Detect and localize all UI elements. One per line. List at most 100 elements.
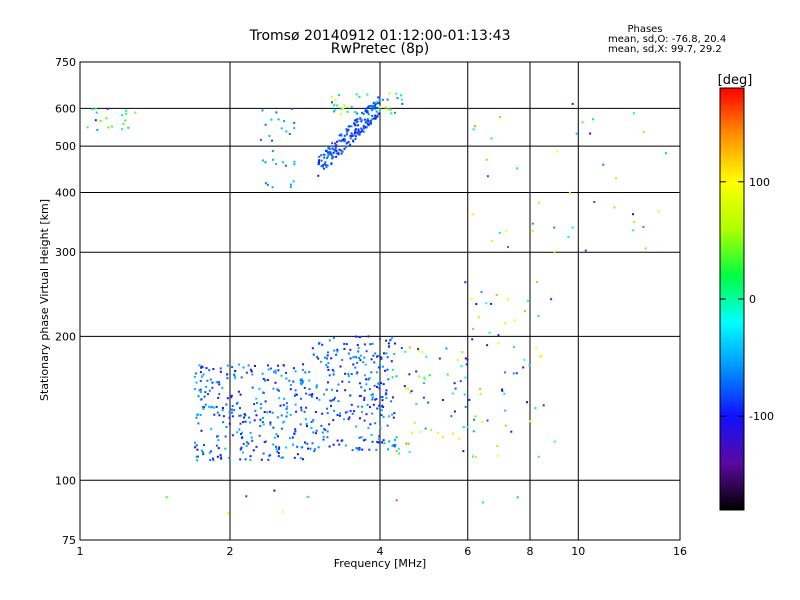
data-point (380, 414, 383, 417)
data-point (306, 425, 308, 428)
data-point (202, 407, 205, 410)
data-point (632, 213, 634, 216)
data-point (320, 154, 323, 157)
data-point (403, 385, 406, 388)
data-point (327, 362, 330, 365)
data-point (512, 346, 515, 349)
data-point (378, 438, 380, 440)
data-point (504, 371, 507, 374)
data-point (268, 135, 271, 137)
data-point (245, 445, 248, 447)
data-point (368, 105, 371, 108)
data-point (334, 99, 337, 102)
data-point (272, 158, 274, 161)
data-point (490, 137, 493, 140)
data-point (281, 510, 284, 513)
data-point (336, 350, 339, 353)
data-point (395, 499, 398, 502)
data-point (321, 164, 324, 167)
data-point (362, 127, 365, 130)
data-point (374, 117, 377, 120)
data-point (295, 393, 298, 396)
data-point (310, 395, 313, 398)
data-point (95, 111, 98, 114)
data-point (341, 358, 344, 361)
data-point (277, 369, 280, 372)
data-point (394, 443, 397, 446)
data-point (320, 159, 323, 162)
data-point (308, 393, 311, 396)
data-point (313, 450, 316, 453)
data-point (274, 369, 277, 372)
data-point (318, 155, 321, 158)
data-point (363, 399, 366, 401)
phases-line-x: mean, sd,X: 99.7, 29.2 (608, 44, 722, 55)
data-point (613, 206, 616, 209)
data-point (329, 151, 332, 154)
data-point (537, 455, 540, 458)
data-point (392, 416, 395, 419)
data-point (262, 391, 265, 394)
data-point (348, 380, 351, 383)
data-point (194, 441, 197, 444)
data-point (376, 407, 379, 410)
data-point (194, 446, 196, 449)
data-point (286, 405, 289, 408)
data-point (254, 365, 256, 367)
data-point (386, 368, 389, 371)
data-point (249, 455, 252, 458)
data-point (261, 372, 264, 375)
data-point (361, 111, 364, 114)
data-point (264, 440, 267, 443)
data-point (233, 373, 236, 376)
data-point (325, 149, 328, 152)
data-point (340, 107, 343, 110)
data-point (360, 127, 362, 130)
data-point (526, 401, 528, 404)
data-point (423, 378, 426, 381)
data-point (386, 108, 389, 111)
data-point (464, 357, 467, 360)
data-point (338, 94, 341, 97)
data-point (320, 360, 322, 363)
data-point (125, 112, 128, 115)
data-point (315, 386, 318, 389)
data-point (299, 379, 302, 382)
data-point (282, 161, 285, 164)
data-point (336, 348, 339, 351)
data-point (367, 378, 370, 381)
data-point (495, 293, 498, 296)
data-point (364, 438, 367, 441)
data-point (340, 152, 343, 155)
data-point (381, 441, 383, 444)
data-point (390, 400, 393, 403)
colorbar-tick-label: 0 (749, 293, 756, 306)
data-point (363, 356, 366, 359)
data-point (231, 366, 234, 368)
data-point (279, 404, 282, 407)
data-point (293, 394, 296, 397)
data-point (377, 112, 380, 115)
data-point (278, 397, 281, 400)
data-point (535, 347, 538, 350)
data-point (262, 416, 264, 419)
data-point (510, 430, 513, 433)
data-point (211, 386, 214, 389)
data-point (367, 113, 370, 116)
data-point (306, 495, 309, 498)
data-point (343, 147, 346, 150)
data-point (290, 183, 292, 186)
data-point (231, 408, 234, 411)
data-point (400, 98, 403, 101)
data-point (285, 415, 288, 418)
x-tick-label: 16 (673, 545, 687, 558)
data-point (358, 448, 361, 451)
data-point (346, 110, 349, 113)
data-point (531, 222, 534, 225)
data-point (381, 395, 384, 398)
data-point (199, 380, 202, 382)
data-point (330, 357, 333, 360)
data-point (286, 411, 289, 414)
data-point (309, 447, 312, 450)
